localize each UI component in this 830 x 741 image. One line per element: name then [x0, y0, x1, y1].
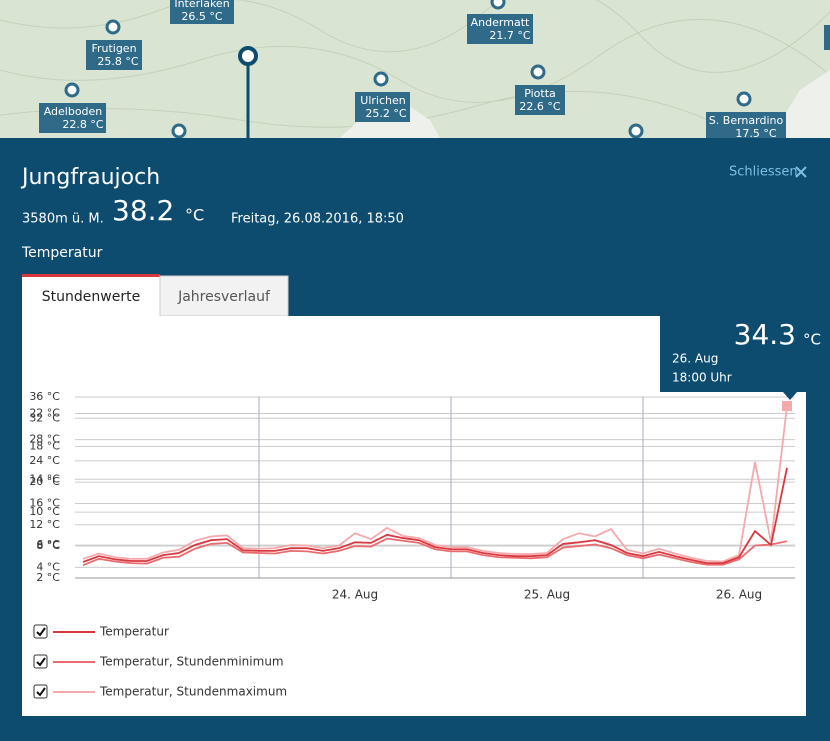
station-marker: [373, 71, 389, 87]
y-tick-label: 18 °C: [29, 439, 60, 452]
station-label-box: [86, 40, 142, 70]
station-marker: [64, 82, 80, 98]
series-line: [82, 537, 788, 567]
legend-item[interactable]: Temperatur, Stundenmaximum: [33, 684, 287, 699]
legend-check: [36, 657, 46, 667]
station[interactable]: Andermatt 21.7 °C: [467, 0, 533, 44]
station-marker: [490, 0, 506, 10]
y-tick-label: 28 °C: [29, 433, 60, 446]
station-temp: 25.8 °C: [97, 55, 138, 68]
tooltip-unit: °C: [803, 331, 821, 349]
y-tick-label: 10 °C: [29, 505, 60, 518]
tooltip: 34.3 °C 26. Aug 18:00 Uhr: [660, 316, 828, 400]
station-temp: 21.7 °C: [489, 29, 530, 42]
x-tick-label: 24. Aug: [332, 588, 378, 602]
y-tick-label: 16 °C: [29, 496, 60, 509]
x-tick-label: 26. Aug: [716, 588, 762, 602]
station-temp: 17.5 °C: [735, 127, 776, 140]
tab-indicator: [22, 274, 160, 277]
station-label-box: [706, 112, 786, 140]
y-tick-label: 14 °C: [29, 472, 60, 485]
map-control[interactable]: [824, 25, 830, 50]
station-label-box: [515, 85, 565, 115]
legend-item[interactable]: Temperatur: [33, 624, 169, 639]
y-tick-label: 12 °C: [29, 518, 60, 531]
station-name: Frutigen: [91, 42, 136, 55]
station[interactable]: Piotta 22.6 °C: [515, 64, 565, 115]
y-tick-label: 32 °C: [29, 411, 60, 424]
station-title: Jungfraujoch: [20, 165, 160, 190]
y-tick-label: 20 °C: [29, 475, 60, 488]
station-marker: [736, 91, 752, 107]
tooltip-pointer: [783, 392, 797, 400]
station-label-box: [355, 92, 410, 122]
station-marker[interactable]: [171, 123, 187, 139]
station[interactable]: Interlaken 26.5 °C: [170, 0, 234, 24]
y-tick-label: 24 °C: [29, 454, 60, 467]
station-name: Ulrichen: [360, 94, 405, 107]
y-tick-label: 36 °C: [29, 390, 60, 403]
tooltip-date: 26. Aug: [672, 352, 718, 366]
station-label-box: [467, 14, 533, 44]
y-tick-label: 8 °C: [36, 539, 60, 552]
legend-checkbox[interactable]: [33, 654, 48, 669]
x-tick-label: 25. Aug: [524, 588, 570, 602]
highlight-point: [782, 401, 792, 412]
y-tick-label: 6 °C: [36, 538, 60, 551]
station-name: Andermatt: [471, 16, 530, 29]
station-temp: 26.5 °C: [181, 10, 222, 23]
tab-active[interactable]: [22, 276, 160, 318]
station[interactable]: Ulrichen 25.2 °C: [355, 71, 410, 122]
current-value: 38.2: [112, 194, 174, 227]
station-marker: [530, 64, 546, 80]
selected-station-marker[interactable]: [238, 46, 258, 66]
station-name: Interlaken: [174, 0, 229, 10]
legend-label: Temperatur, Stundenmaximum: [99, 685, 287, 699]
station-marker: [105, 19, 121, 35]
station[interactable]: S. Bernardino 17.5 °C: [706, 91, 786, 140]
tab[interactable]: [159, 275, 289, 317]
station-name: S. Bernardino: [709, 114, 784, 127]
parameter-label: Temperatur: [21, 245, 103, 261]
legend-item[interactable]: Temperatur, Stundenminimum: [33, 654, 284, 669]
legend-checkbox[interactable]: [33, 624, 48, 639]
legend-check: [36, 627, 46, 637]
tab-label: Jahresverlauf: [177, 289, 271, 305]
altitude: 3580m ü. M.: [22, 212, 104, 227]
legend-checkbox[interactable]: [33, 684, 48, 699]
close-icon: [795, 166, 807, 178]
station-name: Adelboden: [44, 105, 103, 118]
y-tick-label: 2 °C: [36, 571, 60, 584]
station-temp: 22.8 °C: [62, 118, 103, 131]
station-temp: 22.6 °C: [519, 100, 560, 113]
close-button[interactable]: Schliessen: [729, 165, 807, 180]
legend-label: Temperatur, Stundenminimum: [99, 655, 284, 669]
close-label: Schliessen: [729, 165, 798, 180]
tab-label: Stundenwerte: [42, 289, 140, 305]
station-name: Piotta: [524, 87, 556, 100]
station-label-box: [39, 103, 106, 133]
tooltip-time: 18:00 Uhr: [672, 371, 732, 385]
tooltip-value: 34.3: [734, 318, 796, 351]
current-unit: °C: [185, 206, 204, 225]
station[interactable]: Frutigen 25.8 °C: [86, 19, 142, 70]
station[interactable]: Adelboden 22.8 °C: [39, 82, 106, 133]
y-tick-label: 22 °C: [29, 406, 60, 419]
series-line: [82, 467, 788, 564]
station-temp: 25.2 °C: [365, 107, 406, 120]
y-tick-label: 4 °C: [36, 560, 60, 573]
legend-label: Temperatur: [99, 625, 169, 639]
chart: 2 °C4 °C 8 °C 12 °C 16 °C 20 °C 24 °C 28 °C 32 …: [29, 390, 795, 699]
series-line: [82, 405, 788, 563]
legend-check: [36, 687, 46, 697]
timestamp: Freitag, 26.08.2016, 18:50: [231, 212, 404, 227]
station-label-box: [170, 0, 234, 24]
station-marker[interactable]: [628, 123, 644, 139]
tooltip-box: [660, 316, 828, 392]
